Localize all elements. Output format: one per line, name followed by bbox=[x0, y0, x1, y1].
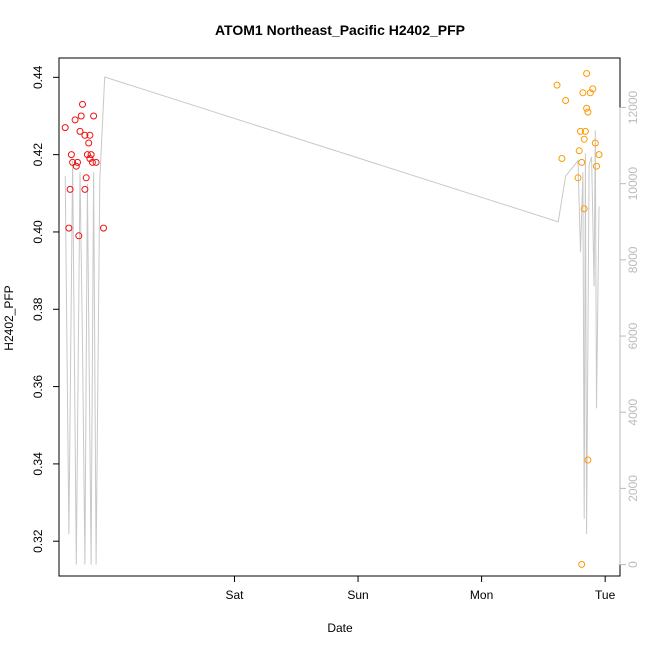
data-point-series-1 bbox=[72, 162, 80, 170]
x-tick-label: Mon bbox=[470, 588, 493, 602]
data-point-series-2 bbox=[581, 127, 589, 135]
y2-tick-label: 4000 bbox=[626, 399, 640, 426]
altitude-line bbox=[64, 76, 600, 565]
data-point-series-2 bbox=[589, 85, 597, 93]
data-point-series-2 bbox=[584, 456, 592, 464]
data-point-series-2 bbox=[578, 560, 586, 568]
y-tick-label: 0.38 bbox=[31, 297, 45, 321]
y2-tick-label: 0 bbox=[626, 561, 640, 568]
data-point-series-2 bbox=[583, 104, 591, 112]
data-point-series-1 bbox=[85, 139, 93, 147]
data-point-series-2 bbox=[591, 139, 599, 147]
y2-tick-label: 2000 bbox=[626, 475, 640, 502]
y2-tick-label: 6000 bbox=[626, 322, 640, 349]
y-axis-label: H2402_PFP bbox=[2, 285, 16, 350]
chart-title: ATOM1 Northeast_Pacific H2402_PFP bbox=[215, 22, 465, 38]
data-point-series-1 bbox=[92, 158, 100, 166]
data-point-series-2 bbox=[553, 81, 561, 89]
y-axis-right: 0 2000 4000 6000 8000 10000 12000 bbox=[619, 91, 640, 568]
data-point-series-1 bbox=[69, 158, 77, 166]
data-point-series-2 bbox=[580, 135, 588, 143]
data-point-series-2 bbox=[562, 97, 570, 104]
data-point-series-1 bbox=[100, 224, 107, 232]
y2-tick-label: 8000 bbox=[626, 246, 640, 273]
data-point-series-1 bbox=[65, 224, 73, 232]
data-points-layer bbox=[61, 70, 603, 568]
x-tick-label: Tue bbox=[595, 588, 616, 602]
data-point-series-2 bbox=[577, 127, 584, 135]
data-point-series-2 bbox=[584, 108, 592, 116]
data-point-series-2 bbox=[583, 70, 591, 77]
data-point-series-1 bbox=[71, 116, 79, 124]
data-point-series-1 bbox=[74, 158, 81, 166]
data-point-series-1 bbox=[66, 185, 74, 193]
data-point-series-1 bbox=[82, 174, 90, 182]
y-tick-label: 0.36 bbox=[31, 375, 45, 399]
y-tick-label: 0.32 bbox=[31, 529, 45, 553]
x-axis: Sat Sun Mon Tue bbox=[225, 575, 616, 602]
x-tick-label: Sat bbox=[225, 588, 244, 602]
data-point-series-2 bbox=[575, 147, 583, 155]
y-tick-label: 0.34 bbox=[31, 452, 45, 476]
data-point-series-2 bbox=[578, 158, 586, 166]
data-point-series-1 bbox=[79, 100, 86, 108]
data-point-series-1 bbox=[67, 151, 75, 159]
y2-tick-label: 10000 bbox=[626, 167, 640, 201]
data-point-series-2 bbox=[595, 151, 603, 159]
y2-tick-label: 12000 bbox=[626, 91, 640, 125]
plot-area-frame bbox=[58, 57, 621, 577]
data-point-series-1 bbox=[61, 124, 69, 132]
data-point-series-1 bbox=[90, 112, 98, 120]
data-point-series-2 bbox=[579, 89, 587, 97]
data-point-series-2 bbox=[574, 174, 582, 182]
data-point-series-1 bbox=[88, 158, 96, 166]
data-point-series-2 bbox=[580, 205, 588, 213]
y-tick-label: 0.40 bbox=[31, 220, 45, 244]
x-axis-label: Date bbox=[327, 621, 353, 635]
data-point-series-1 bbox=[86, 131, 94, 139]
x-tick-label: Sun bbox=[347, 588, 368, 602]
y-tick-label: 0.42 bbox=[31, 143, 45, 167]
y-axis-left: 0.32 0.34 0.36 0.38 0.40 0.42 0.44 bbox=[31, 65, 60, 553]
data-point-series-1 bbox=[81, 185, 89, 193]
data-point-series-1 bbox=[77, 112, 85, 120]
data-point-series-1 bbox=[75, 232, 83, 240]
data-point-series-2 bbox=[593, 162, 600, 170]
data-point-series-1 bbox=[87, 151, 95, 159]
altitude-line-layer bbox=[64, 76, 600, 565]
data-point-series-2 bbox=[558, 155, 566, 162]
data-point-series-1 bbox=[76, 127, 84, 135]
data-point-series-1 bbox=[81, 131, 89, 139]
y-tick-label: 0.44 bbox=[31, 65, 45, 89]
